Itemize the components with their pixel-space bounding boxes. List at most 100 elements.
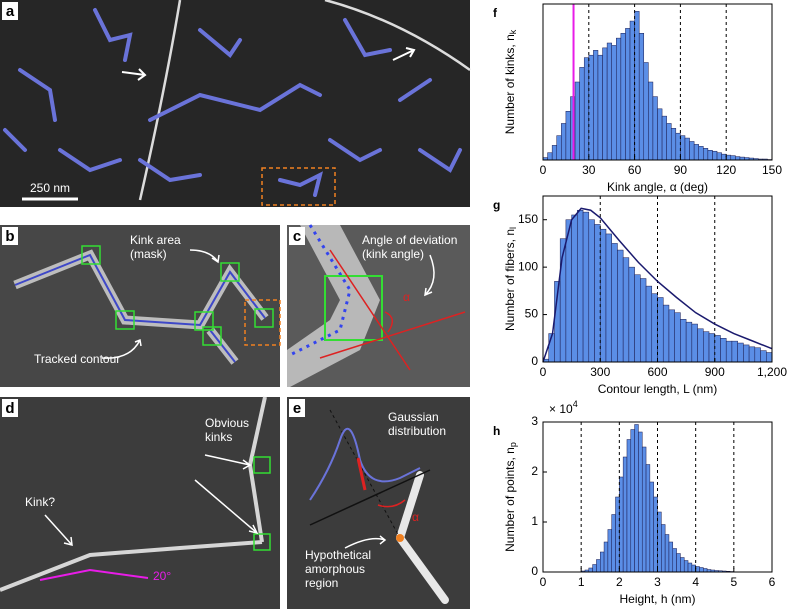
fit-curve — [542, 207, 773, 363]
label-bg — [2, 399, 18, 417]
bar — [708, 333, 716, 363]
x-tick-label: 900 — [705, 365, 725, 379]
x-axis-label: Kink angle, α (deg) — [607, 180, 708, 194]
shape — [398, 78, 432, 102]
bar — [620, 33, 626, 161]
bar — [611, 45, 617, 161]
bar — [703, 568, 708, 573]
y-axis-label-text: Number of points, n — [503, 447, 517, 552]
bar — [630, 429, 635, 573]
zoom-box — [261, 167, 336, 206]
bar — [735, 156, 741, 161]
masks-b — [81, 245, 274, 346]
x-tick-label: 90 — [674, 163, 688, 177]
shape — [418, 148, 462, 173]
bar — [547, 152, 553, 161]
bar — [725, 154, 732, 161]
bar — [622, 257, 630, 363]
bar — [725, 340, 733, 363]
contours-a — [3, 8, 462, 197]
baseline — [309, 469, 431, 526]
annotation: (mask) — [130, 247, 167, 261]
shape — [253, 533, 271, 551]
bar — [592, 564, 597, 573]
x-tick-label: 2 — [616, 575, 623, 589]
bar — [657, 108, 663, 161]
bar — [602, 47, 608, 161]
bar — [606, 42, 612, 161]
annotation: Kink area — [130, 233, 181, 247]
bar — [716, 152, 722, 161]
scale-label: 250 nm — [30, 181, 70, 195]
annotation: distribution — [388, 424, 446, 438]
bar — [594, 224, 601, 363]
y-axis-label-sub: p — [508, 442, 518, 447]
bar — [651, 293, 658, 363]
x-axis-label: Height, h (nm) — [619, 592, 695, 606]
bar — [582, 211, 590, 363]
bar — [743, 344, 750, 363]
zoom-box — [244, 299, 281, 346]
bar — [676, 553, 681, 573]
bar — [561, 123, 567, 161]
y-multiplier: × 104 — [549, 399, 578, 416]
bar — [607, 529, 612, 573]
fibers-a — [138, 0, 471, 201]
annotation: α — [412, 510, 419, 524]
bar — [629, 20, 635, 161]
rod — [396, 471, 424, 542]
bar — [737, 342, 744, 363]
arrows-d — [44, 454, 259, 546]
bar — [559, 238, 567, 363]
bar — [611, 243, 618, 363]
y-axis-label-sub: k — [508, 29, 518, 34]
bar — [638, 431, 643, 573]
shape — [115, 310, 135, 330]
annotation: Obvious — [205, 416, 249, 430]
bar — [648, 81, 654, 161]
bar — [588, 567, 593, 573]
arrow — [189, 249, 220, 264]
bar — [565, 111, 571, 161]
annotation: Kink? — [25, 495, 55, 509]
arrow — [424, 254, 435, 297]
bar — [685, 321, 693, 363]
bar — [634, 424, 639, 573]
bar — [641, 446, 647, 573]
panel-label: c — [293, 228, 301, 245]
bar — [675, 132, 681, 161]
bar — [551, 145, 557, 161]
bar — [662, 304, 670, 363]
x-tick-label: 1 — [578, 575, 585, 589]
y-axis-label-text: Number of kinks, n — [503, 34, 517, 134]
bar — [600, 228, 607, 363]
bar — [600, 551, 605, 573]
bar — [615, 496, 620, 573]
bar — [556, 135, 562, 161]
shape — [324, 0, 471, 72]
bar — [603, 541, 609, 573]
bar — [664, 534, 670, 573]
y-tick-label: 150 — [518, 212, 538, 226]
shape — [44, 514, 73, 546]
bar — [695, 566, 700, 573]
angle-arc — [377, 499, 406, 508]
shape — [58, 148, 122, 173]
shape — [278, 171, 323, 197]
bar — [721, 153, 727, 161]
y-tick-label: 0 — [531, 354, 538, 368]
shape — [194, 479, 259, 535]
mask-c — [324, 275, 383, 341]
shape — [220, 262, 240, 282]
shape — [138, 0, 182, 201]
annotation: kinks — [205, 430, 232, 444]
panel-label: e — [293, 400, 301, 417]
bar — [680, 135, 686, 161]
bar — [720, 338, 727, 363]
bar — [643, 62, 649, 161]
bar — [668, 541, 674, 573]
bar — [638, 33, 645, 161]
bar — [597, 54, 603, 161]
bar — [661, 524, 666, 573]
